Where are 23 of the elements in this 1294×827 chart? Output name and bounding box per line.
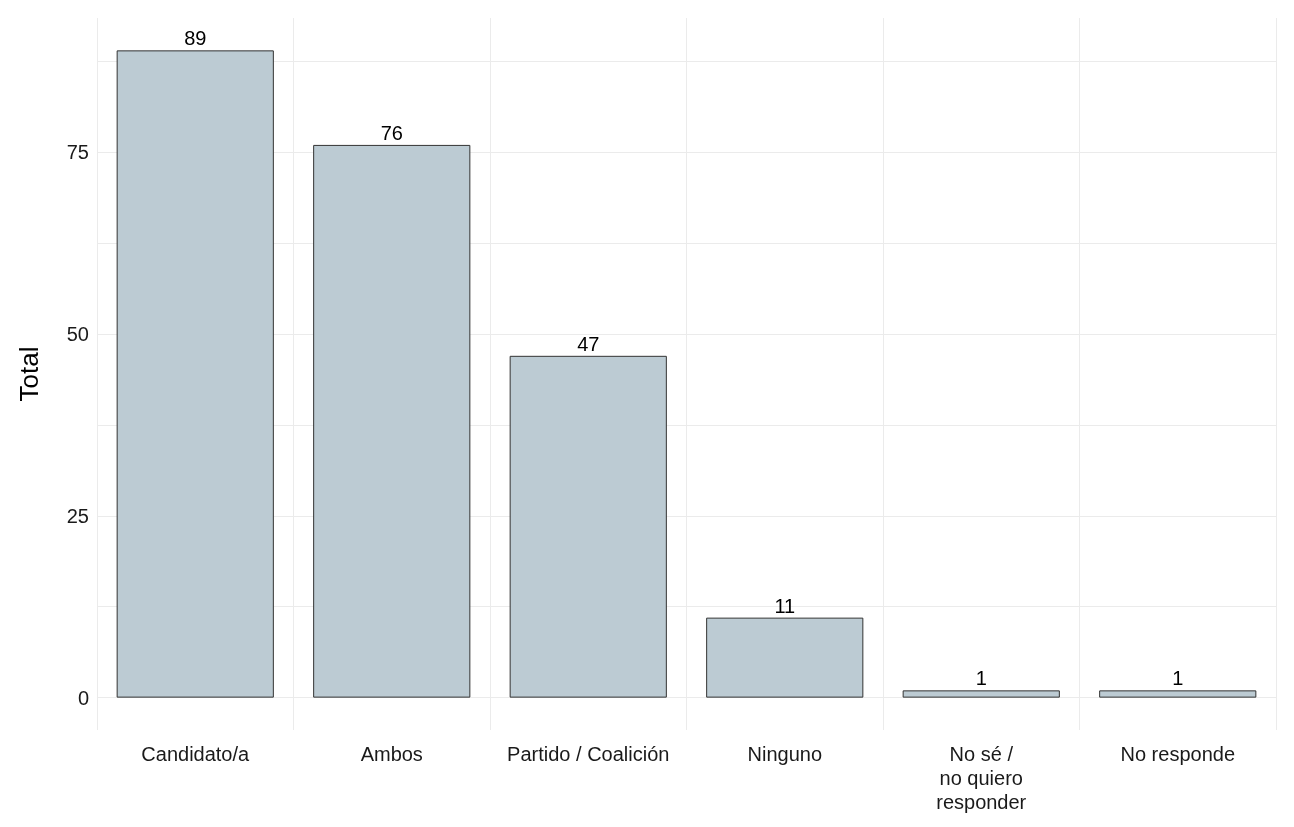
data-label: 1 [1172,667,1184,690]
y-tick-label: 0 [77,686,89,709]
y-tick-label: 50 [66,323,89,345]
y-tick-label: 75 [66,141,89,164]
x-tick-label: No sé / no quiero responder [936,743,1027,813]
data-label: 89 [184,27,207,50]
x-tick-label: No responde [1120,743,1236,765]
bar [116,50,274,698]
x-tick-label: Candidato/a [141,743,251,765]
bar [1099,690,1257,698]
x-tick-label: Ambos [360,743,423,765]
bar [313,144,471,698]
data-label: 47 [577,332,600,355]
y-tick-label: 25 [66,504,89,527]
data-label: 76 [380,121,403,144]
y-axis-title: Total [14,346,44,402]
data-label: 11 [774,594,796,617]
x-tick-label: Partido / Coalición [507,743,670,765]
bar [706,617,864,698]
data-label: 1 [975,667,987,690]
bar [509,355,667,698]
bar [902,690,1060,698]
x-tick-label: Ninguno [747,743,823,765]
